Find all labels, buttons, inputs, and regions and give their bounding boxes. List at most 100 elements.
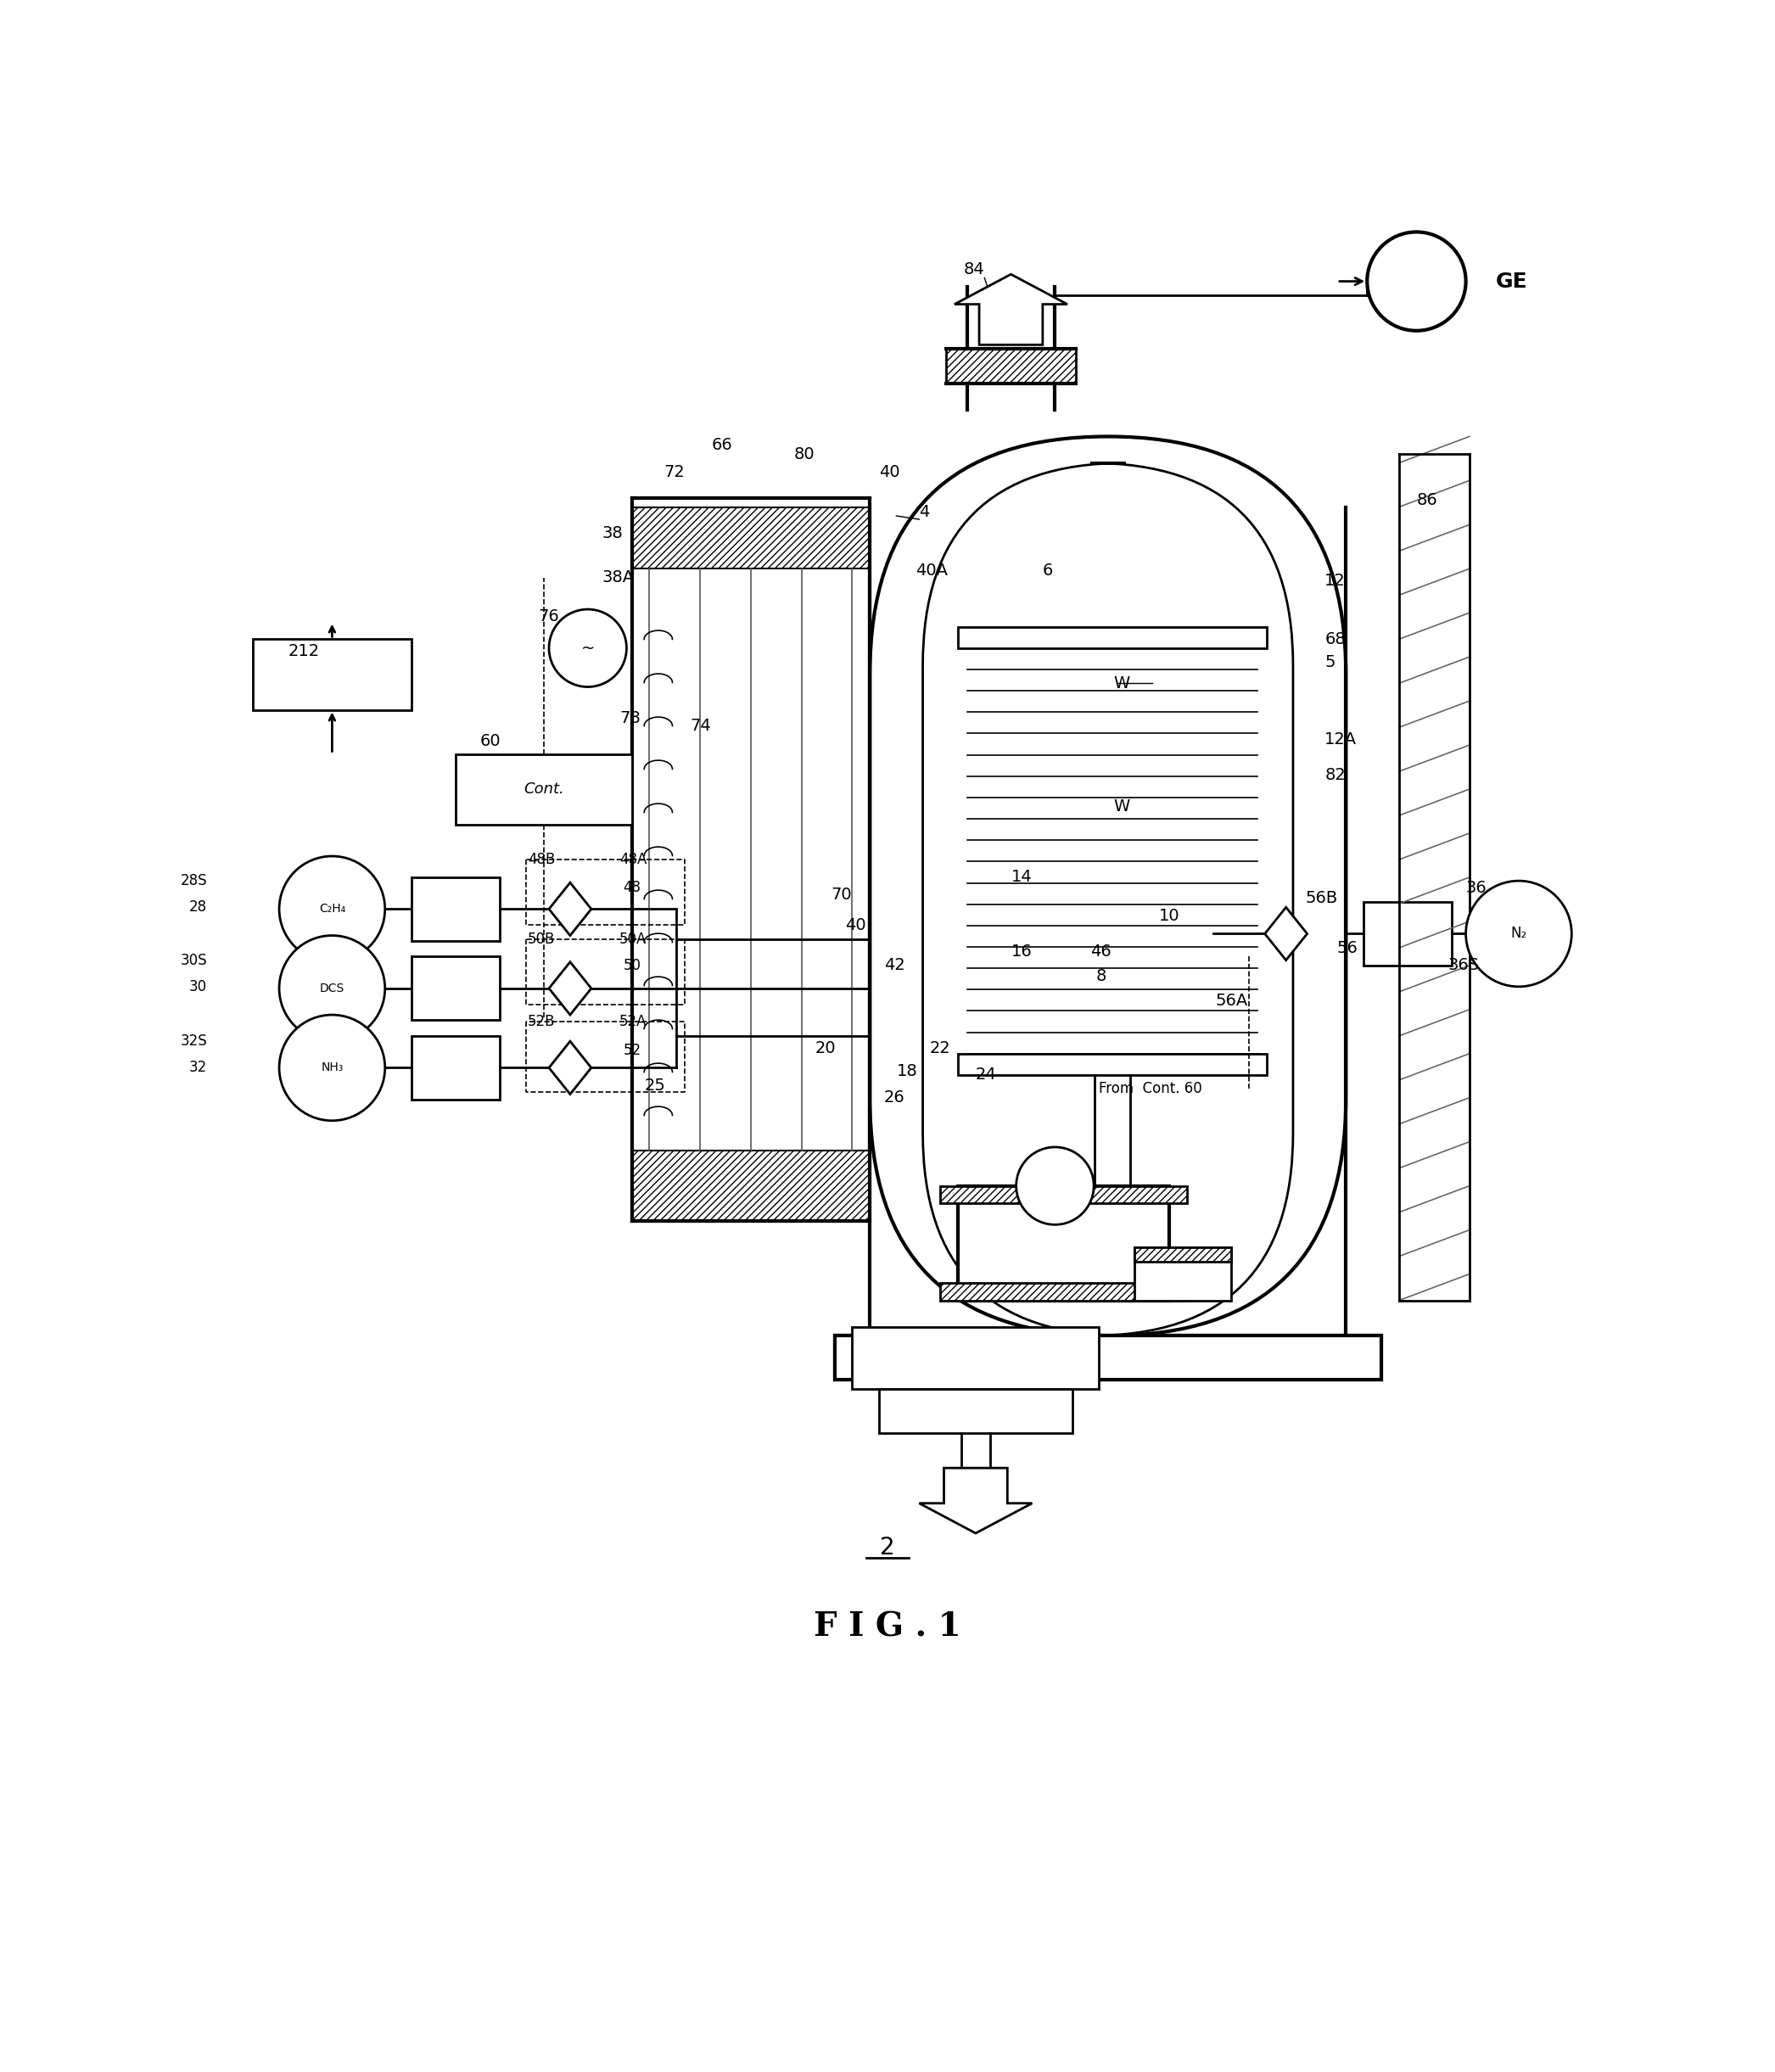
Bar xyxy=(941,1185,1187,1204)
Bar xyxy=(456,754,632,825)
Bar xyxy=(412,957,499,1019)
Text: 86: 86 xyxy=(1416,491,1438,508)
Bar xyxy=(959,1185,1170,1301)
Circle shape xyxy=(279,1015,385,1121)
Text: 12: 12 xyxy=(1324,574,1345,588)
Polygon shape xyxy=(548,961,591,1015)
Text: 28: 28 xyxy=(190,899,208,916)
Polygon shape xyxy=(548,1042,591,1094)
Text: 12A: 12A xyxy=(1324,731,1358,748)
Text: W: W xyxy=(1113,798,1129,814)
Polygon shape xyxy=(548,883,591,934)
Text: 40A: 40A xyxy=(916,562,948,578)
Text: 28S: 28S xyxy=(181,872,208,889)
Bar xyxy=(412,876,499,941)
Text: 48A: 48A xyxy=(619,852,646,868)
Circle shape xyxy=(1017,1148,1093,1225)
Bar xyxy=(252,640,412,711)
Text: W: W xyxy=(1113,675,1129,692)
Polygon shape xyxy=(919,1467,1031,1533)
Text: C₂H₄: C₂H₄ xyxy=(320,903,346,916)
Circle shape xyxy=(1367,232,1466,332)
Text: 80: 80 xyxy=(793,445,815,462)
Polygon shape xyxy=(955,274,1067,344)
Text: 4: 4 xyxy=(919,503,930,520)
Bar xyxy=(959,1055,1267,1075)
Bar xyxy=(946,348,1076,383)
Text: 32S: 32S xyxy=(181,1034,208,1048)
Bar xyxy=(959,628,1267,649)
Text: 68: 68 xyxy=(1324,632,1345,646)
Text: 30S: 30S xyxy=(181,953,208,968)
Text: 52: 52 xyxy=(623,1042,641,1057)
Text: 32: 32 xyxy=(190,1061,208,1075)
Text: 8: 8 xyxy=(1095,968,1106,984)
Text: 24: 24 xyxy=(976,1067,996,1084)
Text: 212: 212 xyxy=(288,644,319,659)
Bar xyxy=(1363,901,1452,966)
Text: 22: 22 xyxy=(930,1040,951,1057)
Bar xyxy=(1134,1247,1232,1301)
Text: 52A: 52A xyxy=(619,1015,648,1030)
Text: 2: 2 xyxy=(880,1535,895,1560)
Text: 46: 46 xyxy=(1090,943,1111,959)
Circle shape xyxy=(279,934,385,1042)
Text: F I G . 1: F I G . 1 xyxy=(815,1610,960,1643)
Text: 16: 16 xyxy=(1012,943,1031,959)
Text: 82: 82 xyxy=(1324,767,1345,783)
Text: 18: 18 xyxy=(896,1063,918,1080)
FancyBboxPatch shape xyxy=(870,437,1345,1336)
Text: 72: 72 xyxy=(664,464,685,481)
Text: 52B: 52B xyxy=(527,1015,556,1030)
Text: 70: 70 xyxy=(831,887,852,903)
Text: 66: 66 xyxy=(712,437,731,454)
Text: 6: 6 xyxy=(1042,562,1053,578)
Text: 20: 20 xyxy=(815,1040,836,1057)
Text: DCS: DCS xyxy=(320,982,344,995)
Circle shape xyxy=(279,856,385,961)
Text: 38: 38 xyxy=(602,526,623,541)
Text: ~: ~ xyxy=(580,640,595,657)
Text: From  Cont. 60: From Cont. 60 xyxy=(1099,1082,1202,1096)
Text: 50B: 50B xyxy=(527,932,556,947)
Bar xyxy=(412,1036,499,1100)
Circle shape xyxy=(548,609,627,688)
Text: 26: 26 xyxy=(884,1090,905,1106)
Text: 48B: 48B xyxy=(527,852,556,868)
Text: N₂: N₂ xyxy=(1511,926,1526,941)
Text: NH₃: NH₃ xyxy=(321,1061,343,1073)
Text: 38A: 38A xyxy=(602,570,634,586)
Text: 76: 76 xyxy=(538,609,559,624)
Text: 60: 60 xyxy=(481,733,501,750)
Circle shape xyxy=(1466,881,1571,986)
Text: Cont.: Cont. xyxy=(524,781,564,798)
Text: 56A: 56A xyxy=(1216,992,1248,1009)
Text: 10: 10 xyxy=(1159,908,1180,924)
Text: 14: 14 xyxy=(1012,870,1031,885)
Bar xyxy=(1134,1247,1232,1262)
Text: GE: GE xyxy=(1496,271,1528,292)
Text: 5: 5 xyxy=(1324,655,1335,669)
Text: 40: 40 xyxy=(845,916,866,932)
Text: 78: 78 xyxy=(619,711,641,727)
Text: 84: 84 xyxy=(964,261,985,278)
Text: 30: 30 xyxy=(190,978,208,995)
Bar xyxy=(852,1326,1099,1388)
Bar xyxy=(632,1150,870,1220)
Bar xyxy=(834,1336,1381,1380)
Text: 36: 36 xyxy=(1466,881,1487,895)
Bar xyxy=(834,1336,1381,1380)
Text: 50A: 50A xyxy=(619,932,646,947)
Bar xyxy=(941,1283,1187,1301)
FancyBboxPatch shape xyxy=(923,462,1292,1336)
Bar xyxy=(879,1388,1072,1432)
Text: 40: 40 xyxy=(879,464,900,481)
Text: 48: 48 xyxy=(623,881,641,895)
Text: 56B: 56B xyxy=(1305,891,1338,908)
Text: 74: 74 xyxy=(690,717,712,733)
Text: 56: 56 xyxy=(1337,941,1358,955)
Text: 25: 25 xyxy=(644,1077,666,1094)
Polygon shape xyxy=(1266,908,1306,959)
Bar xyxy=(632,508,870,568)
Text: 50: 50 xyxy=(623,957,641,974)
